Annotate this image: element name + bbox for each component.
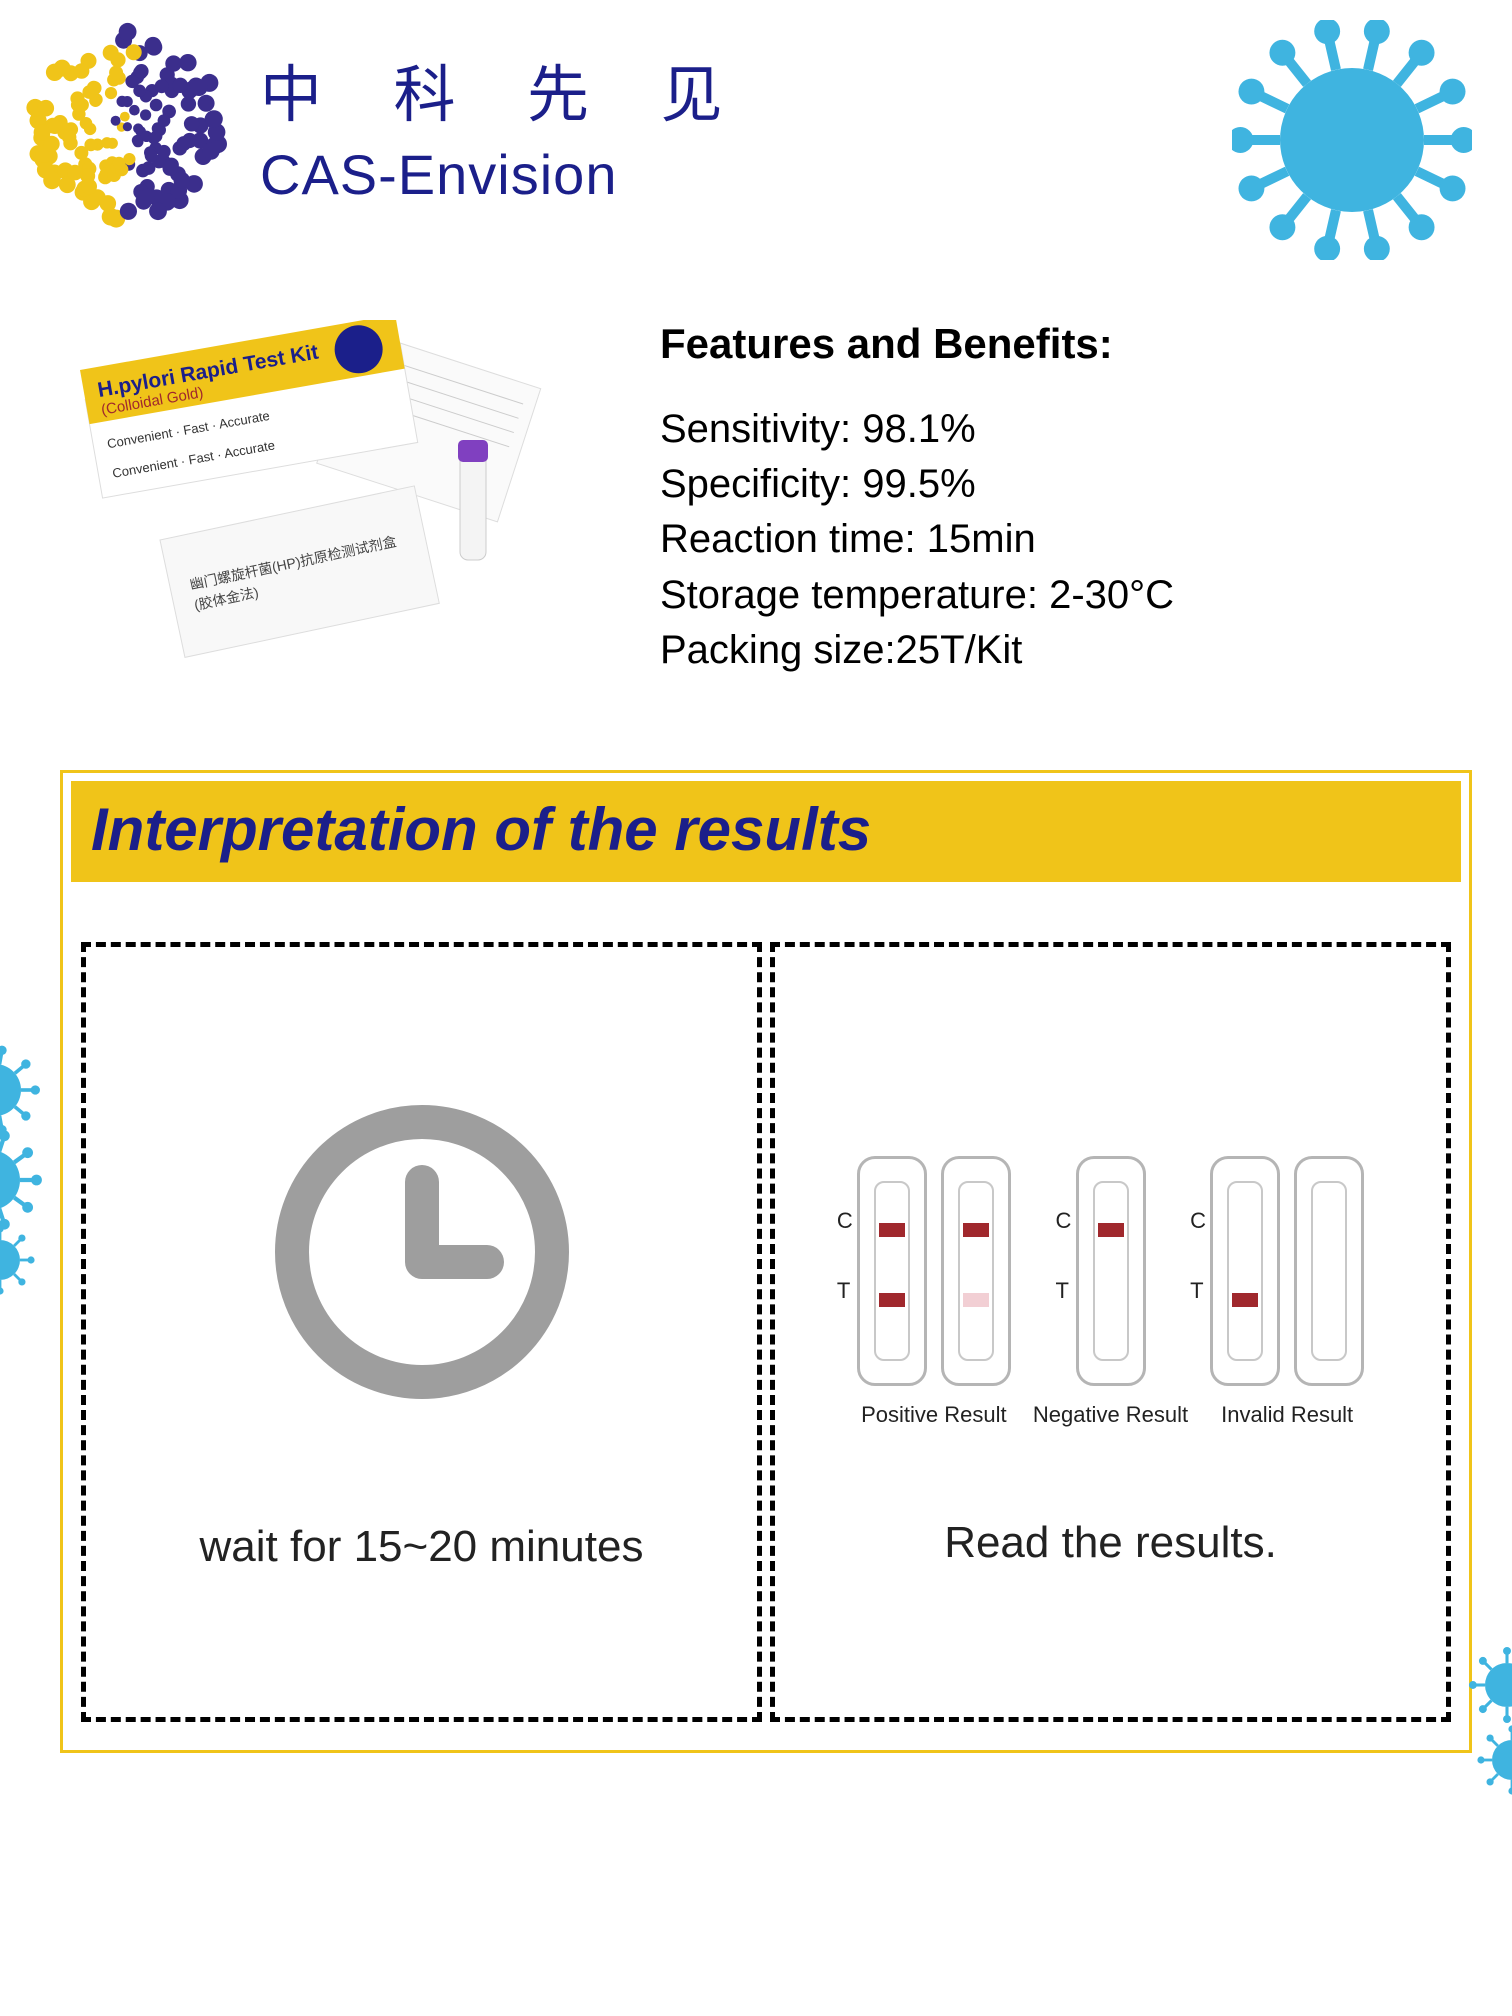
virus-right-icon — [1452, 1640, 1512, 1820]
feature-line: Packing size:25T/Kit — [660, 623, 1452, 678]
panel-read-caption: Read the results. — [944, 1518, 1277, 1568]
virus-left-icon — [0, 1040, 80, 1300]
test-strip — [941, 1156, 1011, 1386]
clock-icon — [262, 1092, 582, 1412]
test-strip: CT — [857, 1156, 927, 1386]
panel-read: CTPositive ResultCTNegative ResultCTInva… — [770, 942, 1451, 1722]
label-t: T — [1190, 1278, 1203, 1304]
label-t: T — [1056, 1278, 1069, 1304]
interpretation-title: Interpretation of the results — [91, 795, 1441, 864]
panels: wait for 15~20 minutes CTPositive Result… — [71, 882, 1461, 1742]
label-c: C — [1056, 1208, 1072, 1234]
interpretation-box: Interpretation of the results wait for 1… — [60, 770, 1472, 1753]
strip-group: CTNegative Result — [1033, 1156, 1188, 1428]
result-label: Positive Result — [861, 1402, 1007, 1428]
brand-cn: 中 科 先 见 — [260, 44, 751, 134]
feature-line: Specificity: 99.5% — [660, 457, 1452, 512]
logo-text: 中 科 先 见 CAS-Envision — [260, 44, 751, 207]
result-label: Invalid Result — [1221, 1402, 1353, 1428]
features-heading: Features and Benefits: — [660, 320, 1452, 368]
feature-line: Reaction time: 15min — [660, 512, 1452, 567]
test-strip: CT — [1210, 1156, 1280, 1386]
strip-group: CT Invalid Result — [1210, 1156, 1364, 1428]
feature-line: Storage temperature: 2-30°C — [660, 568, 1452, 623]
panel-wait-caption: wait for 15~20 minutes — [200, 1522, 644, 1572]
interpretation-header: Interpretation of the results — [71, 781, 1461, 882]
feature-line: Sensitivity: 98.1% — [660, 402, 1452, 457]
header: 中 科 先 见 CAS-Envision — [0, 0, 1512, 260]
strips-row: CTPositive ResultCTNegative ResultCTInva… — [857, 1156, 1364, 1428]
product-image: H.pylori Rapid Test Kit (Colloidal Gold)… — [60, 320, 580, 700]
label-c: C — [1190, 1208, 1206, 1234]
test-strip: CT — [1076, 1156, 1146, 1386]
content-row: H.pylori Rapid Test Kit (Colloidal Gold)… — [0, 260, 1512, 700]
logo-block: 中 科 先 见 CAS-Envision — [20, 20, 751, 230]
label-t: T — [837, 1278, 850, 1304]
result-label: Negative Result — [1033, 1402, 1188, 1428]
features-block: Features and Benefits: Sensitivity: 98.1… — [660, 320, 1452, 678]
panel-wait: wait for 15~20 minutes — [81, 942, 762, 1722]
logo-sphere-icon — [20, 20, 230, 230]
label-c: C — [837, 1208, 853, 1234]
brand-en: CAS-Envision — [260, 142, 751, 207]
test-strip — [1294, 1156, 1364, 1386]
virus-icon — [1232, 20, 1472, 260]
strip-group: CT Positive Result — [857, 1156, 1011, 1428]
